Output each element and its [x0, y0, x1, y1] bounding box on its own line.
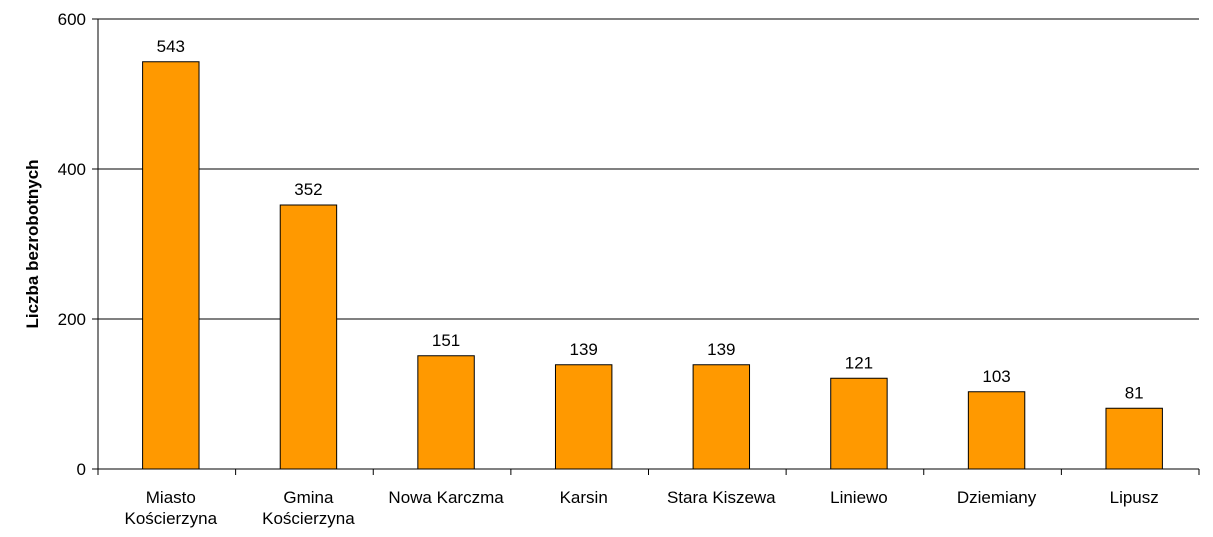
x-tick-label: Lipusz: [1109, 488, 1159, 507]
value-label: 103: [982, 367, 1010, 386]
bar: [279, 204, 338, 470]
x-tick-label: Gmina Kościerzyna: [262, 488, 355, 528]
x-tick-label: Liniewo: [830, 488, 888, 507]
y-axis-label: Liczba bezrobotnych: [23, 159, 42, 328]
bar: [417, 355, 475, 470]
x-tick-label: Karsin: [559, 488, 608, 507]
value-label: 151: [432, 331, 460, 350]
bar: [554, 364, 613, 470]
value-label: 81: [1125, 383, 1144, 402]
bar: [142, 61, 200, 470]
value-label: 121: [845, 353, 873, 372]
x-tick-label: Dziemiany: [956, 488, 1037, 507]
bar: [830, 377, 888, 470]
value-label: 543: [157, 37, 185, 56]
bar: [967, 391, 1026, 470]
y-tick-label: 200: [58, 310, 86, 329]
bar: [1105, 407, 1163, 470]
value-label: 352: [294, 180, 322, 199]
value-label: 139: [570, 340, 598, 359]
value-label: 139: [707, 340, 735, 359]
y-tick-label: 400: [58, 160, 86, 179]
x-tick-label: Stara Kiszewa: [666, 488, 776, 507]
x-tick-label: Miasto Kościerzyna: [124, 488, 218, 528]
y-tick-label: 600: [58, 10, 86, 29]
x-tick-label: Nowa Karczma: [388, 488, 504, 507]
y-tick-label: 0: [77, 460, 86, 479]
bar: [692, 364, 751, 470]
